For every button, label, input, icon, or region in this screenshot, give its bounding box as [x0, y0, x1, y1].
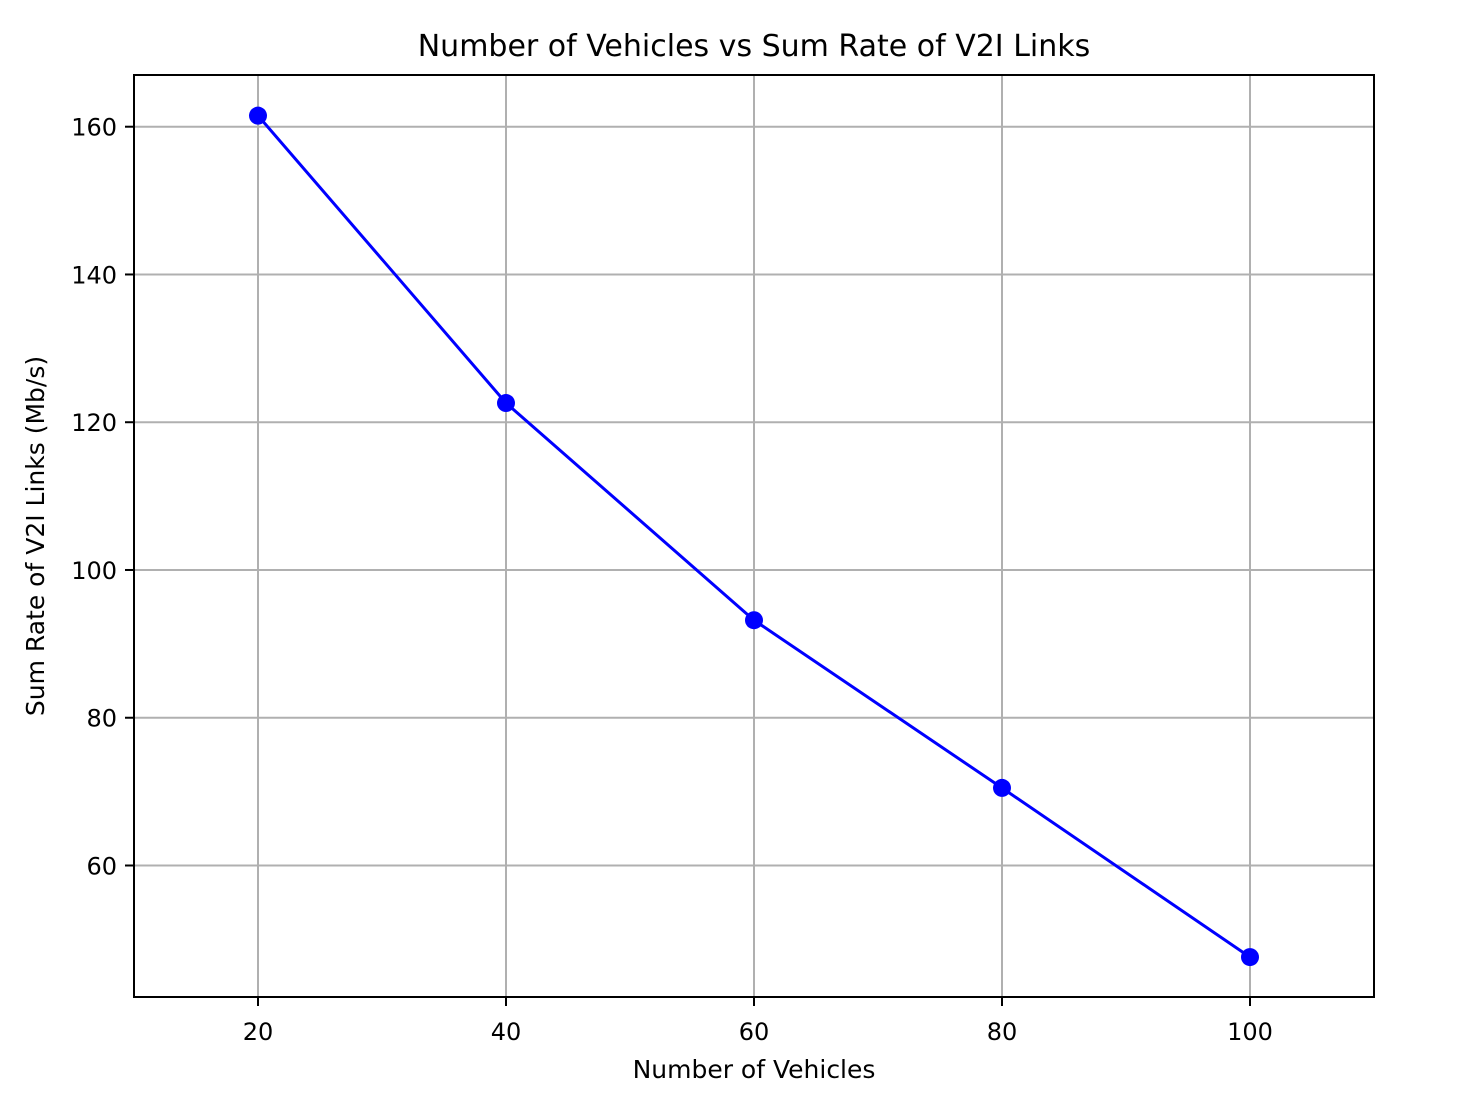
data-point [497, 394, 515, 413]
data-series [249, 106, 1259, 967]
x-tick-label: 80 [987, 1018, 1018, 1046]
y-tick-label: 60 [86, 852, 117, 880]
y-tick-label: 140 [71, 261, 117, 289]
data-point [745, 611, 763, 630]
data-point [249, 106, 267, 125]
x-tick-label: 60 [739, 1018, 770, 1046]
x-tick-label: 20 [243, 1018, 274, 1046]
y-tick-label: 100 [71, 557, 117, 585]
data-point [993, 778, 1011, 797]
y-tick-label: 160 [71, 114, 117, 142]
axis-ticks: 20 40 60 80 100 60 80 100 120 140 160 [71, 114, 1273, 1046]
x-axis-label: Number of Vehicles [633, 1055, 876, 1084]
y-tick-label: 80 [86, 705, 117, 733]
chart-title: Number of Vehicles vs Sum Rate of V2I Li… [418, 29, 1091, 64]
x-tick-label: 100 [1227, 1018, 1273, 1046]
y-tick-label: 120 [71, 409, 117, 437]
grid-lines [134, 75, 1374, 997]
x-tick-label: 40 [491, 1018, 522, 1046]
y-axis-label: Sum Rate of V2I Links (Mb/s) [21, 356, 50, 716]
data-point [1241, 948, 1259, 967]
